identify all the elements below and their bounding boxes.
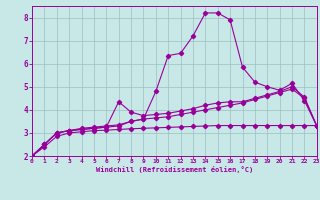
X-axis label: Windchill (Refroidissement éolien,°C): Windchill (Refroidissement éolien,°C) — [96, 166, 253, 173]
